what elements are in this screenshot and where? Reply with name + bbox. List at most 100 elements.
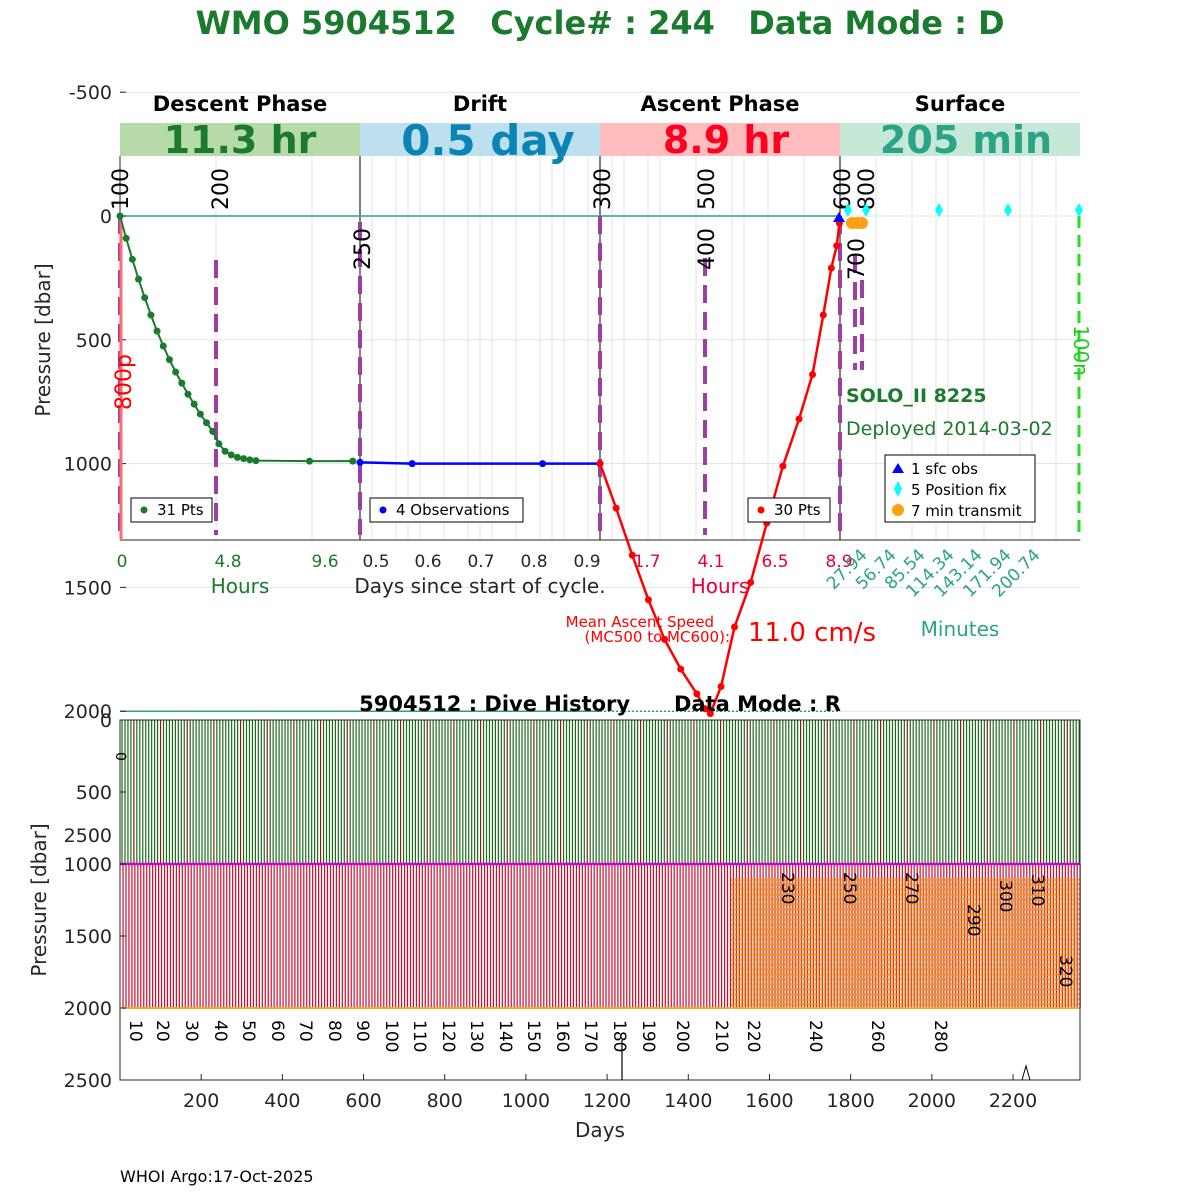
descent-x-tick-label: 0	[117, 552, 128, 572]
surface-phase-label: Surface	[915, 92, 1005, 116]
history-x-tick-label: 400	[264, 1090, 300, 1112]
footer-credit: WHOI Argo:17-Oct-2025	[120, 1167, 314, 1186]
top-y-tick-label: 1500	[64, 577, 112, 599]
descent-phase-label: Descent Phase	[153, 92, 327, 116]
descent-point	[196, 410, 204, 418]
float-type: SOLO_II 8225	[846, 385, 987, 407]
descent-legend-label: 31 Pts	[157, 501, 204, 519]
top-y-axis-label: Pressure [dbar]	[31, 263, 55, 416]
cycle-label: 70	[295, 1020, 315, 1042]
position-fix-marker	[844, 203, 852, 217]
descent-point	[153, 327, 161, 335]
mission-code-label: 250	[351, 228, 376, 270]
cycle-label: 130	[466, 1020, 486, 1052]
ascent-point	[731, 623, 738, 631]
ascent-duration-bar	[600, 123, 840, 156]
cycle-label: 120	[438, 1020, 458, 1052]
cycle-label: 20	[152, 1020, 172, 1042]
descent-point	[215, 440, 223, 448]
deployed-date: Deployed 2014-03-02	[846, 418, 1053, 440]
top-y-tick-label: 500	[76, 330, 112, 352]
top-y-tick-label: 2000	[64, 701, 112, 723]
descent-point	[240, 455, 248, 463]
ascent-speed-label-2: (MC500 to MC600):	[585, 628, 730, 646]
cycle-label: 190	[638, 1020, 658, 1052]
cycle-label: 160	[552, 1020, 572, 1052]
ascent-point	[717, 682, 725, 690]
descent-point	[135, 275, 143, 283]
history-y-axis-label: Pressure [dbar]	[27, 823, 51, 976]
history-x-tick-label: 2200	[989, 1090, 1037, 1112]
mission-code-label: 300	[591, 168, 616, 210]
history-title: 5904512 : Dive History Data Mode : R	[359, 692, 841, 716]
ascent-point	[795, 415, 803, 423]
ascent-point	[693, 690, 701, 698]
drift-x-tick-label: 0.6	[414, 552, 441, 572]
descent-point	[172, 368, 180, 376]
ascent-legend-label: 30 Pts	[774, 501, 821, 519]
cycle-label: 150	[523, 1020, 543, 1052]
drift-x-label: Days since start of cycle.	[354, 574, 605, 598]
figure-title: WMO 5904512 Cycle# : 244 Data Mode : D	[195, 4, 1004, 42]
descent-point	[165, 356, 173, 364]
drift-legend-label: 4 Observations	[396, 501, 510, 519]
descent-point	[147, 311, 155, 319]
ascent-duration: 8.9 hr	[663, 118, 790, 162]
drift-x-tick-label: 0.9	[573, 552, 600, 572]
history-y-tick-label: 0	[100, 710, 112, 732]
descent-point	[349, 457, 357, 465]
descent-point	[252, 457, 260, 465]
mission-code-markers: 100 200 250 300 400 500 600 700 800 800p 100n	[109, 168, 1093, 540]
surface-legend-sfc: 1 sfc obs	[911, 460, 978, 478]
descent-legend: 31 Pts	[130, 497, 213, 523]
drift-legend: 4 Observations	[369, 497, 524, 523]
dive-history-panel: 5904512 : Dive History Data Mode : R 0 50…	[27, 692, 1081, 1142]
cycle-label: 180	[609, 1020, 629, 1052]
history-x-tick-label: 200	[183, 1090, 219, 1112]
drift-x-tick-label: 0.8	[520, 552, 547, 572]
history-y-tick-label: 2000	[64, 998, 112, 1020]
cycle-label: 10	[125, 1020, 145, 1042]
descent-point	[227, 451, 235, 459]
descent-point	[221, 447, 229, 455]
ascent-point	[661, 635, 669, 643]
ascent-x-tick-label: 6.5	[761, 552, 788, 572]
descent-point	[233, 453, 241, 461]
transmit-marker	[856, 217, 868, 229]
descent-point	[184, 390, 192, 398]
ascent-x-tick-label: 1.7	[633, 552, 660, 572]
history-y-tick-label: 1500	[64, 926, 112, 948]
cycle-label: 80	[324, 1020, 344, 1042]
cycle-label: 230	[777, 872, 797, 904]
history-x-tick-label: 1200	[583, 1090, 631, 1112]
drift-point	[539, 460, 547, 468]
drift-duration: 0.5 day	[401, 116, 575, 165]
descent-x-tick-label: 4.8	[214, 552, 241, 572]
cycle-label: 50	[238, 1020, 258, 1042]
descent-x-label: Hours	[211, 574, 270, 598]
cycle-label: 170	[580, 1020, 600, 1052]
top-y-tick-label: 1000	[64, 454, 112, 476]
ascent-point	[701, 705, 709, 713]
drift-phase-label: Drift	[453, 92, 507, 116]
mission-code-label: 700	[845, 238, 870, 280]
ascent-point	[677, 665, 685, 673]
cycle-label: 60	[267, 1020, 287, 1042]
descent-point	[128, 255, 136, 263]
cycle-label: 260	[867, 1020, 887, 1052]
drift-x-tick-label: 0.7	[467, 552, 494, 572]
mission-code-label: 500	[695, 168, 720, 210]
cycle-label: 300	[995, 880, 1015, 912]
history-y-tick-label: 2500	[64, 1070, 112, 1092]
ascent-point	[779, 462, 787, 470]
descent-point	[141, 294, 149, 302]
ascent-point	[628, 551, 636, 559]
surface-legend-transmit: 7 min transmit	[911, 502, 1022, 520]
history-x-tick-label: 1000	[502, 1090, 550, 1112]
descent-point	[178, 379, 186, 387]
mission-code-100n-label: 100n	[1069, 325, 1093, 376]
ascent-point	[809, 370, 817, 378]
cycle-label: 290	[963, 904, 983, 936]
position-fix-marker	[862, 203, 870, 217]
